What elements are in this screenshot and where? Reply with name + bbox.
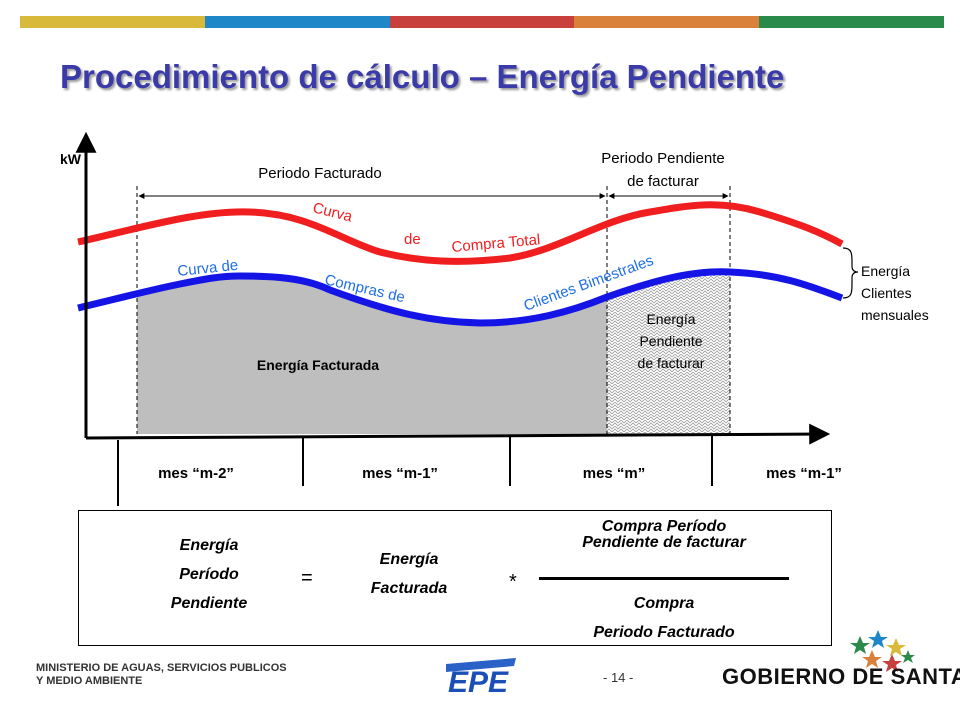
formula-left-line: Pendiente xyxy=(170,595,248,612)
formula-middle-line: Facturada xyxy=(370,580,448,597)
formula-times: * xyxy=(509,571,517,593)
periodo-facturado-label: Periodo Facturado xyxy=(258,165,381,182)
energia-clientes-label: mensuales xyxy=(861,307,929,323)
formula-left: Energía Período Pendiente xyxy=(149,531,269,618)
month-label: mes “m-1” xyxy=(362,465,438,482)
ministry-logo-text: MINISTERIO DE AGUAS, SERVICIOS PUBLICOS … xyxy=(36,662,287,688)
ministry-line: Y MEDIO AMBIENTE xyxy=(36,675,143,687)
energia-clientes-label: Clientes xyxy=(861,285,912,301)
svg-text:EPE: EPE xyxy=(448,666,509,699)
energia-pendiente-area xyxy=(607,271,730,434)
formula-denominator: Compra Periodo Facturado xyxy=(539,589,789,647)
top-bar-segment xyxy=(574,16,760,28)
fraction-line xyxy=(539,577,789,580)
periodo-pendiente-label-line1: Periodo Pendiente xyxy=(601,150,724,167)
month-label: mes “m” xyxy=(583,465,646,482)
gobierno-santa-fe-logo: GOBIERNO DE SANTA FE xyxy=(722,664,960,689)
page-number: - 14 - xyxy=(603,670,634,685)
month-label: mes “m-1” xyxy=(766,465,842,482)
top-bar-segment xyxy=(204,16,390,28)
y-axis-label: kW xyxy=(60,151,82,167)
epe-logo: EPE xyxy=(446,658,516,699)
energia-pendiente-label: de facturar xyxy=(638,355,705,371)
red-curve-word: de xyxy=(404,231,421,248)
formula-left-line: Energía xyxy=(179,537,239,554)
formula-denominator-line: Periodo Facturado xyxy=(593,624,735,641)
energia-facturada-area xyxy=(137,276,607,434)
formula-box: Energía Período Pendiente = Energía Fact… xyxy=(78,510,832,646)
top-bar-segment xyxy=(759,16,944,28)
formula-middle: Energía Facturada xyxy=(349,545,469,603)
top-bar-segment xyxy=(389,16,575,28)
energia-facturada-label: Energía Facturada xyxy=(257,357,379,373)
energia-pendiente-label: Energía xyxy=(646,311,695,327)
blue-curve-word: Curva de xyxy=(177,257,239,280)
santa-fe-stars-icon xyxy=(850,630,915,672)
formula-equals: = xyxy=(301,567,313,589)
top-color-bar xyxy=(20,16,944,28)
energia-pendiente-label: Pendiente xyxy=(639,333,702,349)
periodo-pendiente-label-line2: de facturar xyxy=(627,173,699,190)
right-brace xyxy=(842,247,859,299)
formula-middle-line: Energía xyxy=(379,551,439,568)
month-label: mes “m-2” xyxy=(158,465,234,482)
formula-numerator-line: Pendiente de facturar xyxy=(582,534,746,551)
energia-clientes-label: Energía xyxy=(861,263,910,279)
red-curve-word: Curva xyxy=(311,199,355,225)
formula-denominator-line: Compra xyxy=(633,595,695,612)
curva-compras-clientes-bimestrales xyxy=(77,268,844,327)
top-bar-segment xyxy=(20,16,205,28)
formula-numerator: Compra Período Pendiente de facturar xyxy=(539,519,789,551)
curva-compra-total xyxy=(77,201,844,265)
x-axis xyxy=(85,423,831,445)
formula-numerator-line: Compra Período xyxy=(601,518,727,535)
ministry-line: MINISTERIO DE AGUAS, SERVICIOS PUBLICOS xyxy=(36,662,287,674)
slide-title: Procedimiento de cálculo – Energía Pendi… xyxy=(60,58,785,95)
formula-left-line: Período xyxy=(179,566,239,583)
